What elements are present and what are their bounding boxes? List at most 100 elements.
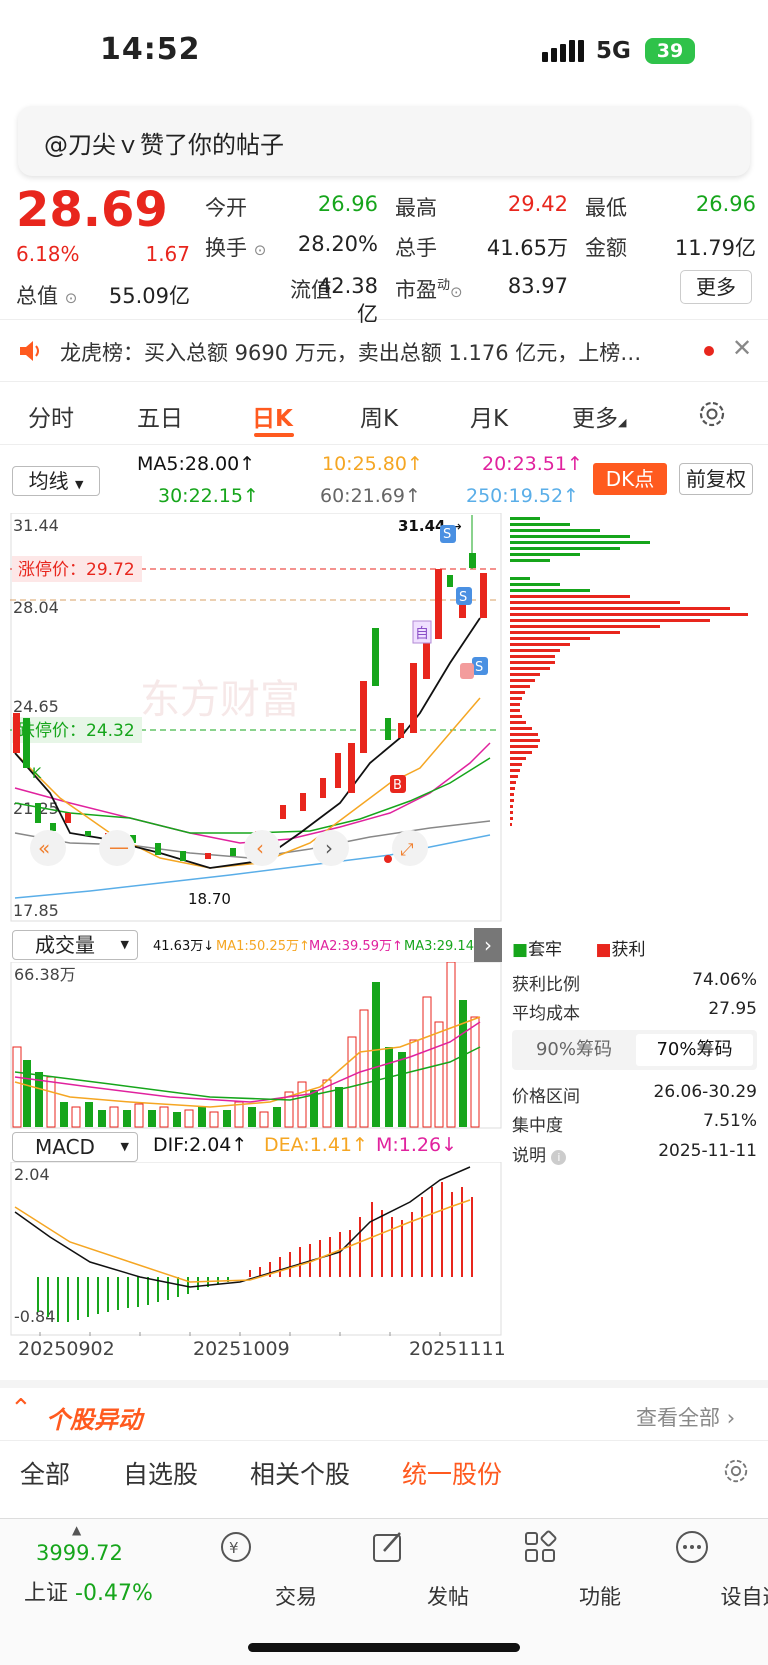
longhu-bar[interactable]: 龙虎榜：买入总额 9690 万元，卖出总额 1.176 亿元，上榜… ✕ — [0, 322, 768, 382]
quote-panel: 28.69 6.18% 1.67 总值 ⊙ 55.09亿 今开 26.96 最高… — [0, 180, 768, 326]
open-value: 26.96 — [317, 192, 378, 216]
info-icon[interactable]: ⊙ — [64, 289, 78, 307]
pe-value: 83.97 — [507, 274, 568, 298]
limit-down-label: 跌停价：24.32 — [18, 721, 135, 741]
date-mid: 20251009 — [193, 1338, 290, 1360]
macd-m-label: M:1.26↓ — [376, 1134, 458, 1156]
ma-select[interactable]: 均线 ▼ — [12, 466, 100, 496]
battery-level: 39 — [656, 40, 684, 62]
low-label: 最低 — [585, 196, 627, 220]
active-tab-indicator — [254, 433, 294, 437]
tab-wuri[interactable]: 五日 — [137, 406, 183, 432]
settings-icon[interactable] — [722, 1457, 750, 1485]
tab-zhouk[interactable]: 周K — [360, 406, 399, 432]
close-icon[interactable]: ✕ — [732, 334, 753, 362]
y-tick-3: 24.65 — [13, 697, 59, 716]
expand-indicators-button[interactable]: › — [474, 928, 502, 962]
stock-anomaly-header: ⌃ 个股异动 查看全部 › — [0, 1380, 768, 1440]
info-icon[interactable]: ⊙ — [450, 283, 463, 301]
y-tick-5: 17.85 — [13, 901, 59, 920]
date-end: 20251111 — [409, 1338, 506, 1360]
more-button[interactable]: 更多 — [680, 270, 752, 304]
ma250-label: 250:19.52↑ — [466, 485, 579, 507]
turnover-label: 换手 ⊙ — [205, 236, 267, 260]
volume-ma1-label: MA1:50.25万↑ — [216, 939, 310, 954]
kline-chart[interactable]: 东方财富 涨停价：29.72 跌停价：24.32 31.44 28.04 24.… — [10, 513, 502, 923]
volume-max-label: 66.38万 — [14, 965, 76, 984]
notification-banner[interactable]: @刀尖ｖ赞了你的帖子 — [18, 106, 750, 176]
zoom-out-button[interactable] — [99, 830, 135, 866]
chip-legend: ■套牢 ■获利 — [512, 940, 646, 960]
ma20-label: 20:23.51↑ — [482, 453, 583, 475]
index-value[interactable]: 3999.72 — [36, 1541, 123, 1565]
macd-dea-label: DEA:1.41↑ — [264, 1134, 368, 1156]
high-marker: 31.44 — [398, 517, 445, 535]
low-value: 26.96 — [695, 192, 756, 216]
svg-text:⤢: ⤢ — [400, 840, 414, 860]
chip-distribution-chart — [510, 517, 748, 826]
chip-tab-90[interactable]: 90%筹码 — [535, 1039, 612, 1060]
collapse-icon[interactable]: ⌃ — [10, 1394, 32, 1424]
svg-text:K: K — [32, 766, 42, 782]
date-start: 20250902 — [18, 1338, 115, 1360]
fq-button[interactable]: 前复权 — [679, 463, 753, 495]
volume-select[interactable]: 成交量 ▼ — [12, 930, 138, 960]
svg-text:S: S — [443, 527, 451, 542]
home-indicator — [248, 1643, 520, 1652]
tab-yuek[interactable]: 月K — [470, 406, 509, 432]
candlesticks — [13, 515, 487, 861]
change-amt: 1.67 — [145, 242, 190, 266]
chip-tab-70[interactable]: 70%筹码 — [636, 1034, 753, 1066]
speaker-icon — [20, 341, 39, 361]
volume-ma3-label: MA3:29.14万 — [404, 939, 487, 954]
more-icon — [676, 1531, 708, 1563]
next-button[interactable] — [313, 830, 349, 866]
ma10-label: 10:25.80↑ — [322, 453, 423, 475]
tab-more[interactable]: 更多◢ — [572, 406, 627, 432]
settings-icon[interactable] — [697, 399, 727, 429]
low-marker: 18.70 — [188, 890, 231, 908]
unread-dot — [704, 346, 714, 356]
related-tabs: 全部 自选股 相关个股 统一股份 — [0, 1440, 768, 1500]
tab-rik[interactable]: 日K — [252, 406, 293, 432]
turnover-value: 28.20% — [297, 232, 378, 256]
y-tick-2: 28.04 — [13, 598, 59, 617]
ma5-label: MA5:28.00↑ — [137, 453, 256, 475]
subtab-watchlist[interactable]: 自选股 — [123, 1460, 199, 1489]
svg-text:S: S — [459, 590, 467, 605]
svg-text:B: B — [393, 778, 402, 793]
battery-icon: 39 — [645, 38, 695, 64]
status-time: 14:52 — [100, 32, 201, 67]
subtab-stock[interactable]: 统一股份 — [402, 1460, 503, 1489]
period-tabs: 分时 五日 日K 周K 月K 更多◢ — [0, 385, 768, 445]
float-value: 42.38亿 — [317, 274, 378, 326]
edit-icon — [373, 1532, 401, 1562]
subtab-related[interactable]: 相关个股 — [250, 1460, 351, 1489]
scroll-left-button[interactable] — [30, 830, 66, 866]
view-all-link[interactable]: 查看全部 › — [636, 1406, 736, 1430]
caret-up-icon: ▲ — [72, 1523, 82, 1537]
subtab-all[interactable]: 全部 — [20, 1460, 71, 1489]
fullscreen-button[interactable] — [392, 830, 428, 866]
open-label: 今开 — [205, 196, 247, 220]
limit-up-label: 涨停价：29.72 — [18, 560, 135, 580]
svg-text:›: › — [325, 836, 333, 860]
pe-label: 市盈动⊙ — [395, 278, 463, 302]
index-quote[interactable]: 上证 -0.47% — [24, 1581, 153, 1606]
volume-ma2-label: MA2:39.59万↑ — [309, 939, 403, 954]
high-label: 最高 — [395, 196, 437, 220]
grid-icon — [525, 1530, 557, 1562]
macd-top-label: 2.04 — [14, 1165, 50, 1184]
longhu-text: 龙虎榜：买入总额 9690 万元，卖出总额 1.176 亿元，上榜… — [60, 341, 642, 365]
prev-button[interactable] — [244, 830, 280, 866]
svg-text:S: S — [475, 660, 483, 675]
network-label: 5G — [596, 38, 631, 64]
tab-fenshi[interactable]: 分时 — [28, 406, 74, 432]
macd-bottom-label: -0.84 — [14, 1307, 55, 1326]
info-icon[interactable]: ⊙ — [253, 241, 267, 259]
svg-text:¥: ¥ — [229, 1539, 239, 1557]
macd-select[interactable]: MACD ▼ — [12, 1132, 138, 1162]
amount-value: 11.79亿 — [674, 236, 756, 260]
dk-button[interactable]: DK点 — [593, 463, 667, 495]
chip-tab-group: 90%筹码 70%筹码 — [512, 1030, 757, 1070]
